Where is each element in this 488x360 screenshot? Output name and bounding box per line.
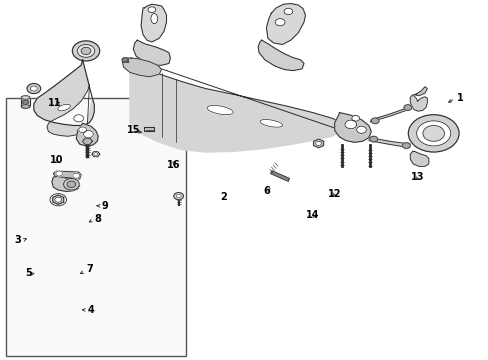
Polygon shape: [313, 139, 323, 148]
Polygon shape: [122, 58, 128, 62]
Polygon shape: [133, 40, 170, 65]
Text: 1: 1: [456, 93, 463, 103]
Polygon shape: [53, 195, 63, 204]
Circle shape: [351, 116, 359, 121]
Ellipse shape: [58, 104, 70, 111]
Polygon shape: [122, 58, 161, 77]
Circle shape: [74, 115, 83, 122]
Polygon shape: [409, 151, 428, 166]
Text: 13: 13: [410, 172, 424, 182]
Text: 3: 3: [14, 235, 21, 245]
Text: 10: 10: [49, 155, 63, 165]
Polygon shape: [368, 138, 409, 148]
Circle shape: [27, 84, 41, 94]
Circle shape: [284, 8, 292, 15]
Circle shape: [22, 100, 28, 104]
Circle shape: [275, 19, 285, 26]
Polygon shape: [92, 152, 100, 157]
Polygon shape: [34, 60, 94, 136]
Circle shape: [402, 143, 409, 148]
Circle shape: [369, 136, 377, 142]
Polygon shape: [130, 58, 341, 152]
Ellipse shape: [260, 120, 282, 127]
Polygon shape: [144, 127, 154, 131]
Text: 16: 16: [166, 160, 180, 170]
Text: 7: 7: [86, 264, 93, 274]
Circle shape: [56, 171, 62, 176]
Text: 8: 8: [94, 214, 101, 224]
Polygon shape: [409, 95, 427, 111]
Polygon shape: [76, 123, 98, 146]
Circle shape: [77, 44, 95, 57]
Circle shape: [173, 193, 183, 200]
Circle shape: [63, 179, 79, 190]
Text: 11: 11: [48, 98, 61, 108]
Circle shape: [79, 127, 86, 133]
Polygon shape: [369, 107, 410, 122]
Polygon shape: [82, 138, 92, 144]
Circle shape: [94, 153, 98, 156]
Circle shape: [81, 47, 91, 54]
Circle shape: [356, 126, 366, 134]
Text: 12: 12: [328, 189, 341, 199]
Circle shape: [370, 118, 378, 124]
Ellipse shape: [21, 96, 30, 99]
Circle shape: [422, 126, 444, 141]
Circle shape: [30, 86, 37, 91]
Circle shape: [73, 173, 80, 178]
Ellipse shape: [21, 105, 30, 108]
Polygon shape: [52, 176, 80, 192]
Text: 5: 5: [25, 267, 32, 278]
Text: 15: 15: [126, 125, 140, 135]
Circle shape: [72, 41, 100, 61]
Circle shape: [67, 181, 76, 188]
Polygon shape: [53, 171, 81, 179]
Circle shape: [407, 115, 458, 152]
Circle shape: [403, 105, 411, 111]
Text: 6: 6: [263, 186, 269, 197]
Circle shape: [83, 131, 93, 138]
Circle shape: [315, 141, 321, 145]
Circle shape: [122, 58, 128, 62]
Polygon shape: [266, 4, 305, 44]
Text: 4: 4: [87, 305, 94, 315]
Ellipse shape: [151, 14, 158, 24]
Circle shape: [55, 197, 61, 202]
Ellipse shape: [207, 105, 233, 114]
Circle shape: [344, 120, 356, 129]
Polygon shape: [413, 87, 427, 96]
Text: 2: 2: [220, 192, 226, 202]
Polygon shape: [141, 4, 166, 42]
Circle shape: [416, 121, 450, 146]
Polygon shape: [21, 98, 30, 107]
Text: 14: 14: [305, 210, 318, 220]
Text: 9: 9: [102, 201, 108, 211]
Polygon shape: [258, 40, 304, 71]
Circle shape: [148, 7, 156, 13]
Circle shape: [176, 194, 181, 198]
Polygon shape: [334, 113, 370, 142]
Bar: [5, 98, 185, 356]
